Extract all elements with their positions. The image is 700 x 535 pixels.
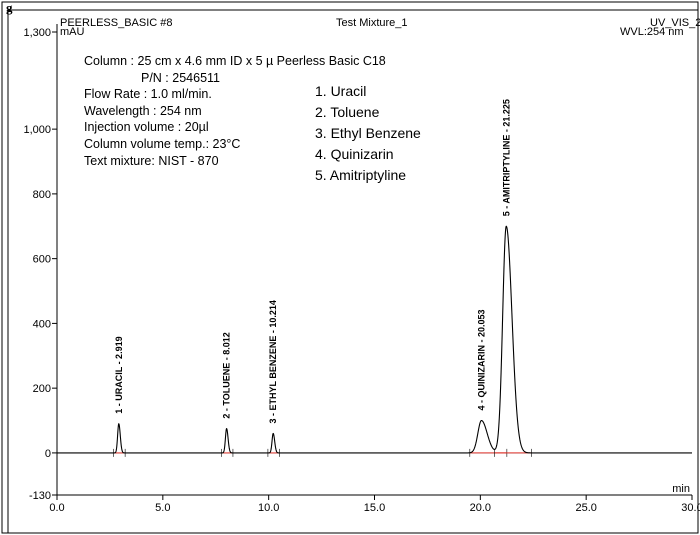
y-tick-label: 800	[33, 189, 51, 201]
x-axis-label: min	[672, 483, 690, 495]
x-tick-label: 0.0	[49, 502, 64, 514]
condition-injection-volume: Injection volume : 20µl	[84, 120, 209, 135]
panel-border	[7, 9, 699, 534]
condition-test-mixture: Text mixture: NIST - 870	[84, 153, 219, 168]
condition-wavelength: Wavelength : 254 nm	[84, 103, 202, 118]
y-tick-label: -130	[29, 490, 51, 502]
peak-label: 5 - AMITRIPTYLINE - 21.225	[501, 99, 511, 216]
y-axis-unit-label: mAU	[60, 26, 85, 38]
compound-list: 1. Uracil 2. Toluene 3. Ethyl Benzene 4.…	[315, 81, 421, 186]
chromatogram-trace	[57, 225, 692, 454]
x-tick-label: 25.0	[575, 502, 596, 514]
peak-label: 4 - QUINIZARIN - 20.053	[476, 310, 486, 411]
condition-part-number: P/N : 2546511	[141, 70, 220, 85]
x-tick-label: 20.0	[470, 502, 491, 514]
compound-item: 5. Amitriptyline	[315, 167, 407, 183]
x-tick-label: 30.0	[681, 502, 700, 514]
y-tick-label: 1,000	[23, 124, 51, 136]
figure-label: g	[6, 0, 13, 15]
header-right-title: UV_VIS_2	[650, 17, 700, 29]
trace-layer	[57, 225, 692, 454]
y-tick-label: 200	[33, 383, 51, 395]
y-tick-label: 0	[45, 448, 51, 460]
condition-flow-rate: Flow Rate : 1.0 ml/min.	[84, 87, 212, 102]
y-tick-label: 400	[33, 318, 51, 330]
x-tick-label: 5.0	[155, 502, 170, 514]
compound-item: 4. Quinizarin	[315, 146, 394, 162]
compound-item: 1. Uracil	[315, 83, 367, 99]
header-left-title: PEERLESS_BASIC #8	[60, 17, 173, 29]
peak-label-layer: 1 - URACIL - 2.919 2 - TOLUENE - 8.012 3 -…	[114, 99, 511, 423]
header-right-subtitle: WVL:254 nm	[620, 26, 684, 38]
x-tick-label: 15.0	[364, 502, 385, 514]
compound-item: 3. Ethyl Benzene	[315, 125, 421, 141]
column-conditions: Column : 25 cm x 4.6 mm ID x 5 µ Peerles…	[84, 53, 386, 169]
condition-column: Column : 25 cm x 4.6 mm ID x 5 µ Peerles…	[84, 54, 386, 68]
peak-label: 1 - URACIL - 2.919	[114, 336, 124, 413]
peak-label: 3 - ETHYL BENZENE - 10.214	[268, 300, 278, 423]
x-tick-label: 10.0	[258, 502, 279, 514]
header-center-title: Test Mixture_1	[336, 17, 408, 29]
compound-item: 2. Toluene	[315, 104, 380, 120]
condition-column-temp: Column volume temp.: 23°C	[84, 136, 241, 151]
y-tick-label: 600	[33, 254, 51, 266]
y-tick-label: 1,300	[23, 27, 51, 39]
axes: -130 0 200 400 600 800 1,000 1,300 0.0 5.0 10.0 15.…	[23, 24, 700, 514]
peak-label: 2 - TOLUENE - 8.012	[222, 332, 232, 418]
